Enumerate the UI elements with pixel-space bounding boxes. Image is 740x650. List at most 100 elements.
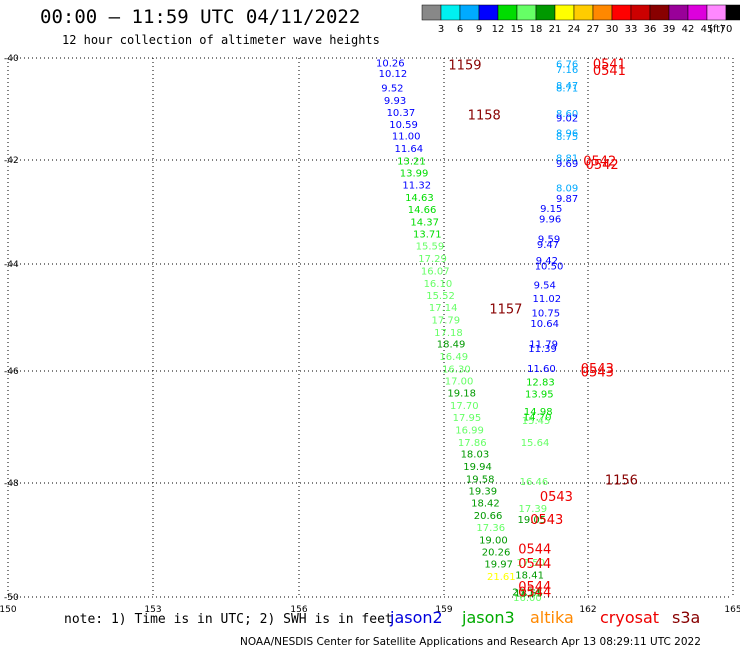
swh-label: 17.00 [445,376,474,387]
y-tick-label: -48 [4,479,19,489]
swh-label: 15.64 [521,438,550,449]
swh-label: 8.75 [556,132,578,143]
swh-label: 9.42 [536,256,558,267]
swh-label: 7.16 [556,65,578,76]
footer-text: NOAA/NESDIS Center for Satellite Applica… [240,636,701,648]
swh-label: 9.69 [556,159,578,170]
y-tick-label: -42 [4,156,19,166]
swh-label: 19.39 [469,486,498,497]
swh-label: 18.49 [437,340,466,351]
scale-unit: (ft) [709,24,724,35]
scale-label: 45 [701,24,714,35]
swh-label: 17.95 [453,413,482,424]
swh-label: 17.39 [519,504,548,515]
swh-label: 16.99 [455,425,484,436]
time-mark: 1159 [448,58,481,73]
x-tick-label: 165 [724,605,740,615]
swh-label: 11.60 [527,364,556,375]
legend-item-jason3: jason3 [462,608,515,627]
swh-label: 11.39 [528,344,557,355]
swh-label: 17.86 [458,438,487,449]
swh-label: 19.05 [517,515,546,526]
scale-label: 12 [492,24,505,35]
scale-label: 18 [530,24,543,35]
swh-label: 17.70 [450,401,479,412]
scale-label: 42 [682,24,695,35]
chart-title: 00:00 – 11:59 UTC 04/11/2022 [40,6,361,28]
color-scale: 3 6 9 12 15 18 21 24 27 30 33 36 39 42 45 70(ft) [421,4,740,35]
swh-label: 11.00 [392,132,421,143]
time-mark: 0543 [540,490,573,505]
swh-label: 6.76 [556,59,578,70]
scale-label: 15 [511,24,524,35]
scale-label: 33 [625,24,638,35]
y-tick-label: -50 [4,593,19,603]
x-tick-label: 159 [435,605,452,615]
scale-label: 30 [606,24,619,35]
swh-label: 13.71 [413,230,442,241]
swh-label: 16.10 [424,279,453,290]
scale-label: 6 [457,24,463,35]
chart-subtitle: 12 hour collection of altimeter wave hei… [62,33,380,47]
time-mark: 1158 [468,109,501,124]
time-mark: 0544 [518,586,551,601]
swh-label: 16.07 [421,266,450,277]
swh-label: 8.71 [556,84,578,95]
swh-label: 14.66 [408,205,437,216]
swh-label: 10.59 [389,120,418,131]
swh-label: 19.58 [466,474,495,485]
scale-label: 3 [438,24,444,35]
swh-label: 20.66 [474,511,503,522]
scale-label: 27 [587,24,600,35]
swh-label: 17.14 [429,303,458,314]
swh-label: 17.50 [516,558,545,569]
swh-label: 14.37 [410,217,439,228]
swh-label: 8.47 [556,81,578,92]
swh-label: 19.97 [484,560,513,571]
time-mark: 0543 [581,362,614,377]
swh-label: 11.64 [395,144,424,155]
swh-label: 14.63 [405,193,434,204]
scale-label: 21 [549,24,562,35]
swh-label: 16.46 [520,477,549,488]
x-tick-label: 153 [144,605,161,615]
swh-label: 16.49 [439,352,468,363]
x-tick-label: 150 [0,605,17,615]
scale-label: 70 [720,24,733,35]
legend-item-altika: altika [530,608,574,627]
swh-label: 18.41 [515,570,544,581]
swh-label: 9.87 [556,194,578,205]
swh-label: 15.45 [522,416,551,427]
swh-label: 13.99 [400,168,429,179]
swh-label: 18.42 [471,499,500,510]
swh-label: 15.59 [416,242,445,253]
swh-label: 9.47 [537,240,559,251]
swh-label: 16.00 [513,593,542,604]
swh-label: 10.12 [379,69,408,80]
scale-label: 39 [663,24,676,35]
swh-label: 11.02 [533,294,562,305]
swh-label: 20.14 [512,588,541,599]
swh-label: 17.79 [432,315,461,326]
swh-label: 8.81 [556,154,578,165]
y-tick-label: -46 [4,367,19,377]
swh-label: 9.59 [538,235,560,246]
swh-label: 15.52 [426,291,455,302]
swh-label: 9.52 [381,84,403,95]
swh-label: 21.61 [487,572,516,583]
x-tick-label: 156 [290,605,307,615]
scale-label: 36 [644,24,657,35]
swh-label: 18.55 [514,589,543,600]
swh-label: 14.98 [524,407,553,418]
time-mark: 0544 [518,580,551,595]
swh-label: 13.95 [525,389,554,400]
swh-label: 10.26 [376,58,405,69]
time-mark: 0543 [530,513,563,528]
swh-label: 13.21 [397,156,426,167]
x-tick-label: 162 [579,605,596,615]
time-mark: 0541 [593,64,626,79]
swh-label: 11.32 [402,181,431,192]
time-mark: 0543 [581,366,614,381]
y-tick-label: -44 [4,260,19,270]
